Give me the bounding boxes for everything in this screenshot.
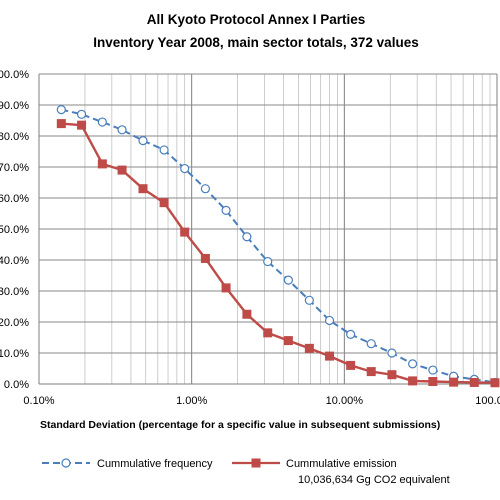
data-point-frequency <box>324 315 335 326</box>
data-point-frequency <box>159 145 169 155</box>
data-point-frequency <box>387 348 397 358</box>
y-tick-labels: 0.0% 10.0% 20.0% 30.0% 40.0% 50.0% 60.0% 70.0% 8… <box>0 69 29 391</box>
chart-title-line-1: All Kyoto Protocol Annex I Parties <box>147 12 366 27</box>
x-tick-label: 1.00% <box>176 395 207 407</box>
y-tick-label: 90.0% <box>0 100 29 112</box>
data-point-emission <box>428 377 438 387</box>
legend-label-frequency: Cummulative frequency <box>97 458 213 470</box>
data-point-emission <box>77 120 87 130</box>
data-point-frequency <box>76 109 87 119</box>
legend-swatch-frequency-marker <box>61 458 71 468</box>
data-point-emission <box>387 370 397 380</box>
data-point-emission <box>180 227 190 237</box>
legend-label-emission-total: 10,036,634 Gg CO2 equivalent <box>298 474 450 486</box>
data-point-frequency <box>263 256 273 267</box>
y-tick-label: 20.0% <box>0 317 29 329</box>
major-gridlines <box>38 73 498 385</box>
data-point-emission <box>366 367 376 377</box>
data-point-emission <box>159 198 169 208</box>
data-point-emission <box>138 184 148 194</box>
x-tick-labels: 0.10% 1.00% 10.00% 100.00% <box>23 395 500 407</box>
legend-entry-frequency: Cummulative frequency <box>42 458 213 470</box>
legend-label-emission: Cummulative emission <box>286 458 397 470</box>
series-layer <box>56 105 500 388</box>
data-point-emission <box>346 360 356 370</box>
data-point-frequency <box>56 105 66 115</box>
data-point-frequency <box>407 359 418 369</box>
y-tick-label: 80.0% <box>0 131 29 143</box>
chart-title-line-2: Inventory Year 2008, main sector totals,… <box>93 35 418 50</box>
data-point-emission <box>304 343 314 353</box>
data-point-emission <box>117 165 127 175</box>
y-tick-label: 60.0% <box>0 193 29 205</box>
data-point-frequency <box>138 136 148 146</box>
data-point-emission <box>97 159 107 169</box>
data-point-frequency <box>221 205 231 215</box>
y-tick-label: 30.0% <box>0 286 29 298</box>
legend-entry-emission: Cummulative emission 10,036,634 Gg CO2 e… <box>232 458 450 486</box>
y-tick-label: 50.0% <box>0 224 29 236</box>
x-tick-label: 100.00% <box>475 395 500 407</box>
data-point-emission <box>283 336 293 346</box>
data-point-emission <box>408 376 418 386</box>
data-point-frequency <box>366 339 376 349</box>
legend: Cummulative frequency Cummulative emissi… <box>42 458 450 486</box>
data-point-emission <box>242 309 252 319</box>
data-point-emission <box>325 351 335 361</box>
x-axis-title: Standard Deviation (percentage for a spe… <box>40 419 440 431</box>
x-tick-label: 0.10% <box>23 395 54 407</box>
x-tick-label: 10.00% <box>326 395 364 407</box>
series-line-emission <box>61 122 496 384</box>
y-tick-label: 70.0% <box>0 162 29 174</box>
data-point-frequency <box>97 117 107 127</box>
data-point-frequency <box>200 184 210 194</box>
y-tick-label: 100.0% <box>0 69 29 81</box>
data-point-frequency <box>428 365 438 375</box>
data-point-frequency <box>180 163 190 174</box>
data-point-emission <box>449 377 459 387</box>
y-tick-label: 10.0% <box>0 348 29 360</box>
data-point-frequency <box>304 295 314 305</box>
series-line-frequency <box>61 108 496 384</box>
data-point-frequency <box>117 125 127 135</box>
data-point-frequency <box>242 232 252 242</box>
data-point-emission <box>263 328 273 338</box>
legend-swatch-emission-marker <box>251 458 261 468</box>
data-point-emission <box>490 378 500 388</box>
y-tick-label: 0.0% <box>4 379 29 391</box>
data-point-frequency <box>346 329 356 339</box>
data-point-emission <box>200 253 210 263</box>
y-tick-label: 40.0% <box>0 255 29 267</box>
data-point-emission <box>469 377 479 387</box>
data-point-frequency <box>283 275 293 285</box>
data-point-emission <box>221 283 231 293</box>
data-point-emission <box>56 119 66 129</box>
